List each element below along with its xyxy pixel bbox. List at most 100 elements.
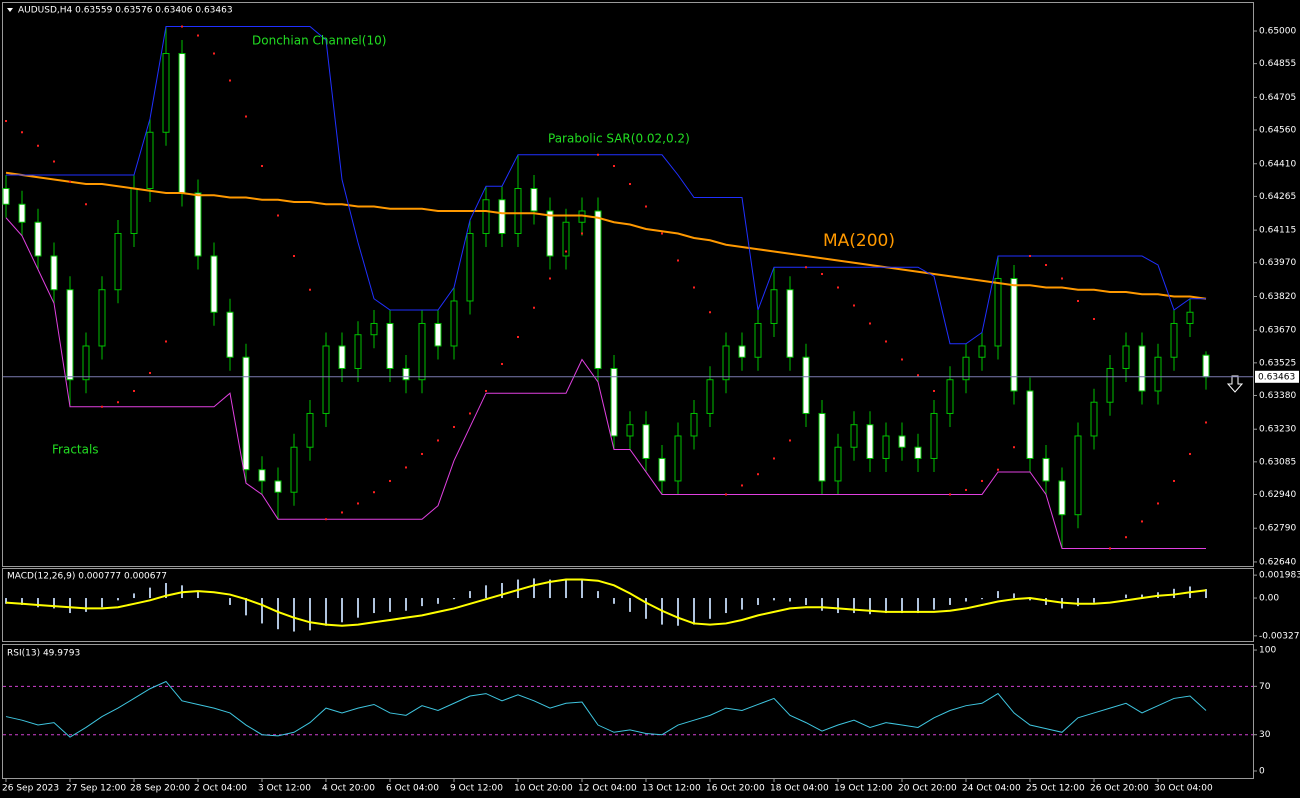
x-tick-label: 19 Oct 12:00 <box>834 784 893 794</box>
indicator-line <box>5 217 1206 549</box>
candle-body <box>786 289 794 358</box>
annotation: Parabolic SAR(0.02,0.2) <box>548 132 690 146</box>
last-price-box <box>1255 370 1299 383</box>
candle-body <box>914 446 922 459</box>
sar-dot <box>853 304 855 307</box>
sar-dot <box>117 401 119 404</box>
sar-dot <box>533 306 535 309</box>
candle-body <box>146 131 154 190</box>
y-tick-label: 100 <box>1259 646 1276 656</box>
candle-body <box>882 435 890 459</box>
sar-dot <box>661 232 663 235</box>
sar-dot <box>1061 277 1063 280</box>
candle-body <box>2 188 10 205</box>
x-tick-label: 16 Oct 20:00 <box>706 784 765 794</box>
annotation: MA(200) <box>823 231 895 251</box>
candle-body <box>386 322 394 369</box>
menu-triangle <box>7 8 13 12</box>
y-tick-label: 0 <box>1259 766 1265 776</box>
sar-dot <box>693 286 695 289</box>
sar-dot <box>357 502 359 505</box>
y-tick-label: 0.00 <box>1259 594 1279 604</box>
candle-body <box>978 345 986 358</box>
candle-body <box>1058 480 1066 516</box>
rsi-line <box>5 680 1207 738</box>
y-tick-label: 0.63670 <box>1259 326 1296 336</box>
sar-dot <box>5 120 7 123</box>
candle-body <box>354 334 362 369</box>
sar-dot <box>725 493 727 496</box>
candle-body <box>498 199 506 234</box>
candle-body <box>562 221 570 257</box>
x-tick-label: 25 Oct 12:00 <box>1026 784 1085 794</box>
sar-dot <box>453 425 455 428</box>
x-tick-label: 26 Sep 2023 <box>2 784 59 794</box>
candle-body <box>1122 345 1130 369</box>
y-tick-label: 0.63820 <box>1259 292 1296 302</box>
candle-body <box>482 199 490 234</box>
sar-dot <box>789 439 791 442</box>
candle-body <box>898 435 906 448</box>
candle-body <box>818 412 826 482</box>
candle-body <box>514 188 522 234</box>
candle-body <box>402 367 410 381</box>
candle-body <box>1106 367 1114 403</box>
indicator-line <box>5 171 1207 300</box>
sar-dot <box>933 389 935 392</box>
sar-dot <box>517 335 519 338</box>
x-tick-label: 2 Oct 04:00 <box>194 784 247 794</box>
sar-dot <box>309 288 311 291</box>
y-tick-label: 0.001983 <box>1259 571 1300 581</box>
sell-arrow-icon <box>1226 375 1244 393</box>
candle-body <box>274 480 282 493</box>
y-tick-label: 0.64705 <box>1259 93 1296 103</box>
x-tick-label: 26 Oct 20:00 <box>1090 784 1149 794</box>
candle-body <box>994 277 1002 347</box>
candle-body <box>82 345 90 381</box>
candle-body <box>18 203 26 223</box>
x-tick-label: 6 Oct 04:00 <box>386 784 439 794</box>
sar-dot <box>821 272 823 275</box>
sar-dot <box>965 488 967 491</box>
sar-dot <box>69 180 71 183</box>
sar-dot <box>341 511 343 514</box>
y-tick-label: -0.003273 <box>1259 631 1300 641</box>
sar-dot <box>917 374 919 377</box>
sar-dot <box>885 340 887 343</box>
candle-body <box>930 412 938 459</box>
annotation: Donchian Channel(10) <box>252 34 386 48</box>
sar-dot <box>101 405 103 408</box>
candle-body <box>850 424 858 448</box>
last-price-label: 0.63463 <box>1258 372 1295 382</box>
sar-dot <box>133 389 135 392</box>
sar-dot <box>21 131 23 134</box>
rsi-panel-frame <box>2 644 1254 779</box>
y-tick-label: 0.63380 <box>1259 391 1296 401</box>
sar-dot <box>421 452 423 455</box>
candle-body <box>834 446 842 482</box>
sar-dot <box>757 473 759 476</box>
x-tick-label: 13 Oct 12:00 <box>642 784 701 794</box>
sar-dot <box>1189 452 1191 455</box>
candle-body <box>546 210 554 257</box>
sar-dot <box>197 34 199 37</box>
sar-dot <box>293 254 295 257</box>
candle-body <box>802 356 810 414</box>
sar-dot <box>1093 317 1095 320</box>
y-tick-label: 0.64560 <box>1259 126 1296 136</box>
candle-body <box>1202 354 1210 378</box>
y-tick-label: 0.62640 <box>1259 557 1296 567</box>
macd-panel-frame <box>2 568 1254 642</box>
sar-dot <box>213 52 215 55</box>
candle-body <box>226 311 234 358</box>
sar-dot <box>565 250 567 253</box>
candle-body <box>178 53 186 194</box>
candle-body <box>866 424 874 459</box>
sar-dot <box>901 358 903 361</box>
candle-body <box>114 232 122 291</box>
sar-dot <box>1013 446 1015 449</box>
y-tick-label: 0.62940 <box>1259 490 1296 500</box>
sar-dot <box>837 286 839 289</box>
sar-dot <box>629 183 631 186</box>
sar-dot <box>469 412 471 415</box>
